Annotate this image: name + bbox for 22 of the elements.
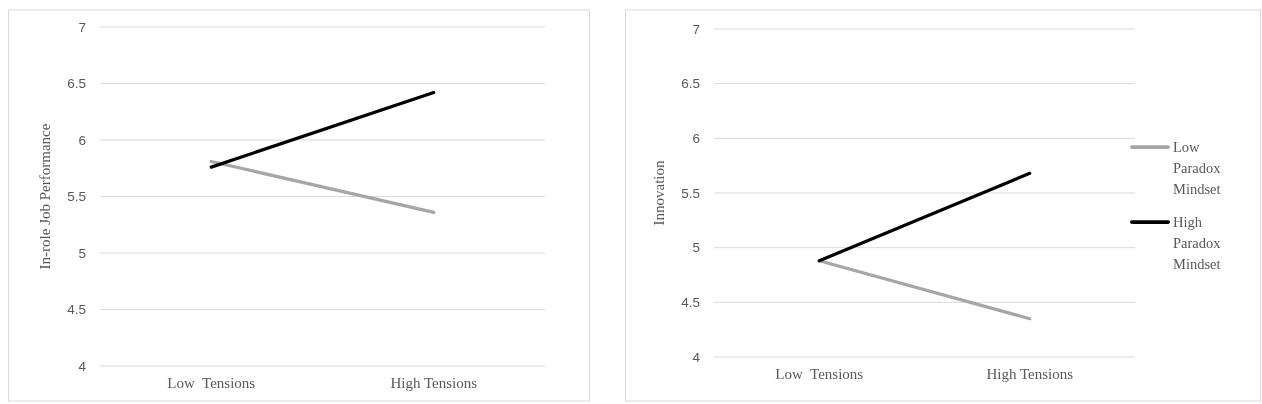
x-tick-label: Low Tensions	[775, 366, 864, 382]
y-tick-label: 4.5	[67, 302, 86, 318]
y-tick-label: 7	[78, 19, 86, 35]
y-axis-title: Innovation	[651, 160, 667, 226]
x-tick-label: High Tensions	[390, 375, 478, 391]
y-axis-title: In-role Job Performance	[37, 123, 53, 270]
x-tick-label: High Tensions	[986, 366, 1074, 382]
y-tick-label: 6	[692, 131, 700, 147]
y-tick-label: 6.5	[681, 76, 700, 92]
x-tick-label: Low Tensions	[167, 375, 256, 391]
y-tick-label: 6	[78, 132, 86, 148]
legend-label: Low Paradox Mindset	[1173, 139, 1222, 198]
y-tick-label: 4	[692, 349, 701, 365]
y-tick-label: 5.5	[681, 185, 700, 201]
legend-label: High Paradox Mindset	[1173, 214, 1222, 273]
y-tick-label: 5	[78, 245, 86, 261]
y-tick-label: 7	[692, 21, 700, 37]
y-tick-label: 4	[78, 358, 87, 374]
y-tick-label: 6.5	[67, 76, 86, 92]
y-tick-label: 5.5	[67, 189, 86, 205]
y-tick-label: 5	[692, 240, 700, 256]
y-tick-label: 4.5	[681, 295, 700, 311]
